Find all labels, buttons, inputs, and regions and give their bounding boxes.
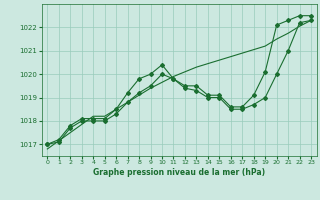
X-axis label: Graphe pression niveau de la mer (hPa): Graphe pression niveau de la mer (hPa) <box>93 168 265 177</box>
